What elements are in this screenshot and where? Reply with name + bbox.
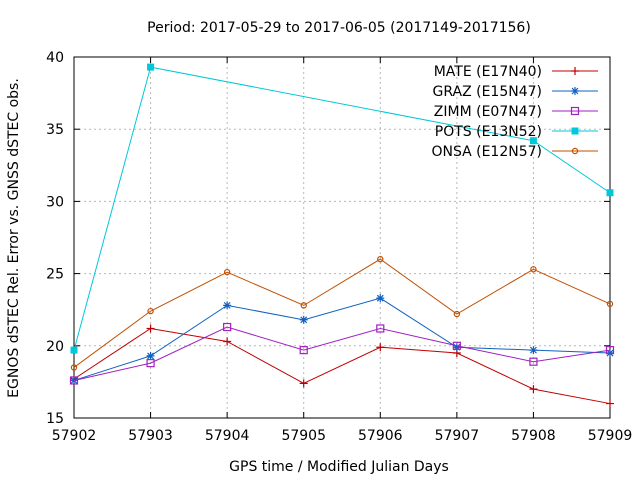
x-tick-label: 57907 xyxy=(435,428,480,444)
legend-marker xyxy=(570,106,580,116)
data-point xyxy=(300,302,307,309)
y-tick-label: 20 xyxy=(46,339,64,355)
data-point xyxy=(147,307,154,315)
series-3 xyxy=(70,63,614,354)
data-point xyxy=(147,63,155,71)
data-point xyxy=(453,310,461,318)
legend-label: ZIMM (E07N47) xyxy=(434,104,542,120)
legend-entry: ONSA (E12N57) xyxy=(431,144,598,160)
series-4 xyxy=(70,255,614,371)
data-point xyxy=(606,189,614,197)
legend-marker xyxy=(571,67,579,75)
plot-frame xyxy=(73,56,611,419)
data-point xyxy=(377,255,384,263)
series-line xyxy=(73,326,611,381)
data-point xyxy=(452,341,461,350)
y-axis-title: EGNOS dSTEC Rel. Error vs. GNSS dSTEC ob… xyxy=(6,78,22,398)
series-2 xyxy=(69,322,615,385)
legend: MATE (E17N40) GRAZ (E15N47) ZIMM (E07N47) P… xyxy=(431,64,598,160)
y-tick-label: 35 xyxy=(46,122,64,138)
y-tick-label: 40 xyxy=(46,50,64,66)
legend-marker xyxy=(571,127,579,135)
data-point xyxy=(223,268,231,276)
chart-title: Period: 2017-05-29 to 2017-06-05 (201714… xyxy=(147,20,531,36)
legend-entry: POTS (E13N52) xyxy=(435,124,598,140)
y-tick-label: 30 xyxy=(46,194,64,210)
legend-marker xyxy=(571,87,579,95)
data-point xyxy=(70,346,78,354)
data-point xyxy=(146,359,155,368)
data-point xyxy=(606,349,614,358)
data-point xyxy=(223,301,232,310)
data-point xyxy=(606,399,614,408)
grid xyxy=(74,57,610,418)
data-point xyxy=(299,315,308,324)
data-point xyxy=(606,300,614,308)
x-tick-label: 57903 xyxy=(128,428,173,444)
data-point xyxy=(299,379,308,388)
x-tick-label: 57906 xyxy=(358,428,403,444)
data-point xyxy=(529,385,538,394)
data-point xyxy=(529,357,538,366)
data-point xyxy=(223,337,232,346)
data-point xyxy=(529,137,537,145)
data-point xyxy=(69,376,79,385)
data-point xyxy=(605,346,615,355)
series-line xyxy=(73,66,611,351)
series-1 xyxy=(70,294,614,385)
legend-label: MATE (E17N40) xyxy=(434,64,542,80)
legend-entry: ZIMM (E07N47) xyxy=(434,104,598,120)
data-point xyxy=(146,351,155,360)
x-tick-label: 57905 xyxy=(281,428,326,444)
data-point xyxy=(452,343,461,352)
data-point xyxy=(376,343,385,352)
legend-entry: MATE (E17N40) xyxy=(434,64,598,80)
x-tick-label: 57909 xyxy=(588,428,633,444)
data-point xyxy=(70,364,78,371)
series-layer xyxy=(69,63,615,408)
data-point xyxy=(529,346,538,355)
data-point xyxy=(223,322,232,332)
legend-marker xyxy=(571,147,579,155)
x-tick-label: 57902 xyxy=(52,428,97,444)
x-tick-label: 57908 xyxy=(511,428,556,444)
axis-ticks: 57902 57903 57904 57905 57906 57907 57908 57909… xyxy=(46,50,632,444)
y-tick-label: 25 xyxy=(46,267,64,283)
series-line xyxy=(73,297,611,381)
legend-label: POTS (E13N52) xyxy=(435,124,542,140)
series-line xyxy=(73,258,611,368)
legend-entry: GRAZ (E15N47) xyxy=(433,84,598,100)
data-point xyxy=(530,266,537,273)
data-point xyxy=(376,294,385,303)
legend-label: ONSA (E12N57) xyxy=(431,144,542,160)
data-point xyxy=(299,346,308,355)
x-axis-title: GPS time / Modified Julian Days xyxy=(229,459,449,475)
series-0 xyxy=(70,324,614,408)
y-tick-label: 15 xyxy=(46,411,64,427)
series-line xyxy=(73,327,611,405)
data-point xyxy=(146,324,155,333)
x-tick-label: 57904 xyxy=(205,428,250,444)
legend-label: GRAZ (E15N47) xyxy=(433,84,543,100)
data-point xyxy=(376,324,385,333)
